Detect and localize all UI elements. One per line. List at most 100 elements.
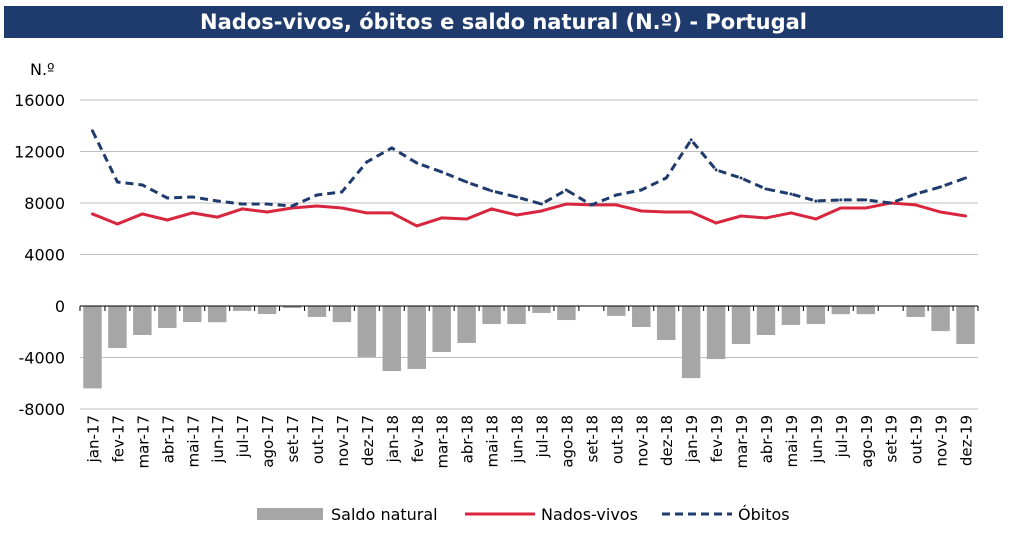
point--bitos xyxy=(764,187,768,191)
bar-saldo-natural xyxy=(257,306,277,314)
x-tick-label: set-17 xyxy=(284,415,302,462)
y-tick-label: -4000 xyxy=(19,349,66,368)
bar-saldo-natural xyxy=(407,306,426,369)
x-tick-label: jan-18 xyxy=(384,415,402,463)
point--bitos xyxy=(639,188,643,192)
bar-saldo-natural xyxy=(756,306,776,335)
x-tick-label: jun-19 xyxy=(808,415,826,464)
point--bitos xyxy=(589,203,593,207)
x-tick-label: out-17 xyxy=(309,415,327,464)
point--bitos xyxy=(340,190,344,194)
x-tick-label: jul-19 xyxy=(833,415,851,458)
bar-saldo-natural xyxy=(607,306,626,316)
point--bitos xyxy=(465,180,469,184)
point--bitos xyxy=(215,199,219,203)
point--bitos xyxy=(240,202,244,206)
bar-saldo-natural xyxy=(931,306,950,332)
point-nados-vivos xyxy=(115,222,119,226)
legend-swatch xyxy=(257,508,323,520)
point-nados-vivos xyxy=(739,214,743,218)
legend-label: Nados-vivos xyxy=(541,505,638,524)
bar-saldo-natural xyxy=(307,306,327,317)
point--bitos xyxy=(839,198,843,202)
bar-saldo-natural xyxy=(282,306,302,309)
point-nados-vivos xyxy=(764,216,768,220)
bar-saldo-natural xyxy=(656,306,676,340)
x-tick-label: abr-17 xyxy=(159,415,177,463)
point--bitos xyxy=(789,192,793,196)
y-tick-label: -8000 xyxy=(19,400,66,419)
point-nados-vivos xyxy=(964,214,968,218)
bar-saldo-natural xyxy=(357,306,377,357)
point-nados-vivos xyxy=(265,210,269,214)
y-tick-label: 12000 xyxy=(14,143,65,162)
point-nados-vivos xyxy=(390,211,394,215)
bar-saldo-natural xyxy=(906,306,925,317)
x-tick-label: ago-18 xyxy=(558,415,576,468)
bar-saldo-natural xyxy=(557,306,576,321)
bar-saldo-natural xyxy=(108,306,127,348)
point--bitos xyxy=(90,129,94,133)
point-nados-vivos xyxy=(864,206,868,210)
x-tick-label: mar-17 xyxy=(134,415,152,469)
line--bitos xyxy=(91,130,967,208)
point-nados-vivos xyxy=(515,213,519,217)
point-nados-vivos xyxy=(340,206,344,210)
point--bitos xyxy=(440,170,444,174)
point-nados-vivos xyxy=(90,212,94,216)
point-nados-vivos xyxy=(839,206,843,210)
x-tick-label: jan-19 xyxy=(683,415,701,463)
legend-label: Óbitos xyxy=(738,505,790,524)
x-tick-label: abr-18 xyxy=(459,415,477,463)
x-tick-label: fev-17 xyxy=(109,415,127,462)
bar-saldo-natural xyxy=(158,306,177,329)
x-tick-label: mar-18 xyxy=(434,415,452,469)
x-tick-label: jul-18 xyxy=(533,415,551,458)
bar-saldo-natural xyxy=(232,306,252,311)
point--bitos xyxy=(564,188,568,192)
bar-saldo-natural xyxy=(332,306,352,323)
point-nados-vivos xyxy=(814,217,818,221)
point--bitos xyxy=(390,146,394,150)
x-tick-label: set-18 xyxy=(583,415,601,462)
point--bitos xyxy=(140,183,144,187)
x-tick-label: dez-17 xyxy=(359,415,377,466)
bar-saldo-natural xyxy=(632,306,651,327)
point--bitos xyxy=(365,160,369,164)
x-tick-label: nov-18 xyxy=(633,415,651,467)
bar-saldo-natural xyxy=(183,306,202,322)
bar-saldo-natural xyxy=(207,306,227,323)
bar-saldo-natural xyxy=(956,306,975,344)
x-tick-label: jul-17 xyxy=(234,415,252,458)
bar-saldo-natural xyxy=(507,306,526,325)
point--bitos xyxy=(914,192,918,196)
point-nados-vivos xyxy=(714,221,718,225)
bar-saldo-natural xyxy=(432,306,451,352)
point-nados-vivos xyxy=(914,203,918,207)
x-tick-label: jun-17 xyxy=(209,415,227,464)
bar-saldo-natural xyxy=(856,306,875,315)
x-tick-label: fev-19 xyxy=(708,415,726,462)
point-nados-vivos xyxy=(440,216,444,220)
x-tick-label: out-19 xyxy=(908,415,926,464)
x-tick-label: jan-17 xyxy=(84,415,102,463)
y-tick-label: 16000 xyxy=(14,91,65,110)
x-tick-label: mai-17 xyxy=(184,415,202,467)
point--bitos xyxy=(739,176,743,180)
bar-saldo-natural xyxy=(706,306,726,360)
bar-saldo-natural xyxy=(731,306,751,344)
point--bitos xyxy=(964,176,968,180)
x-tick-label: dez-19 xyxy=(958,415,976,466)
x-tick-label: fev-18 xyxy=(409,415,427,462)
chart-title: Nados-vivos, óbitos e saldo natural (N.º… xyxy=(4,6,1003,38)
point--bitos xyxy=(415,161,419,165)
bar-saldo-natural xyxy=(532,306,551,313)
y-tick-label: 4000 xyxy=(24,246,65,265)
x-tick-label: abr-19 xyxy=(758,415,776,463)
y-tick-label: 0 xyxy=(55,297,65,316)
point--bitos xyxy=(864,198,868,202)
point--bitos xyxy=(889,201,893,205)
y-axis-label: N.º xyxy=(30,60,55,79)
point--bitos xyxy=(814,199,818,203)
